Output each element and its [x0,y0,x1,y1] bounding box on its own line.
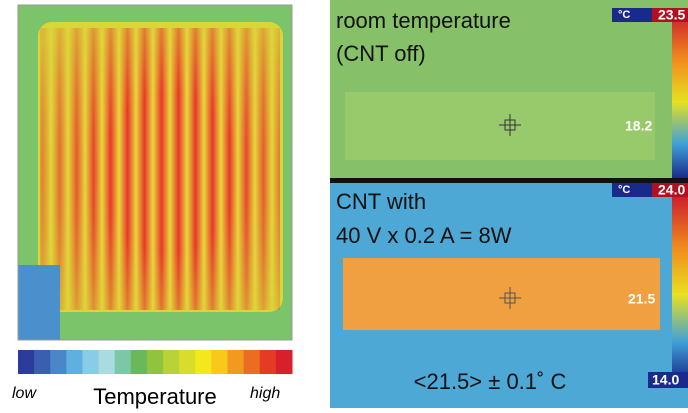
spot-value: 21.5 [628,291,655,307]
spot-value: 18.2 [625,118,652,134]
scale-swatch [147,350,164,374]
scale-min: 14.0 [652,372,679,388]
unit: °C [618,184,630,196]
average-reading: <21.5> ± 0.1˚ C [414,369,567,394]
scale-swatch [211,350,228,374]
scale-swatch [34,350,51,374]
scale-swatch [99,350,116,374]
caption-line: (CNT off) [336,41,426,66]
scale-low: low [12,385,37,402]
scale-swatch [50,350,67,374]
scale-swatch [228,350,245,374]
scale-swatch [66,350,83,374]
unit: °C [618,9,630,21]
scale-max: 24.0 [658,182,685,198]
scale-title: Temperature [93,384,217,409]
caption-line: 40 V x 0.2 A = 8W [336,223,512,248]
caption-line: room temperature [336,8,511,33]
figure: low Temperature high room temperature (C… [0,0,688,413]
scale-swatch [195,350,212,374]
scale-swatch [82,350,99,374]
scale-swatch [18,350,35,374]
scale-swatch [115,350,132,374]
scale-swatch [131,350,148,374]
scale-swatch [276,350,293,374]
caption-line: CNT with [336,189,426,214]
thermal-image-left [18,5,292,340]
color-scale [18,350,293,374]
scale-max: 23.5 [658,7,685,23]
scale-swatch [244,350,261,374]
scale-swatch [163,350,180,374]
scale-high: high [250,385,280,402]
scale-swatch [179,350,196,374]
scale-swatch [260,350,277,374]
